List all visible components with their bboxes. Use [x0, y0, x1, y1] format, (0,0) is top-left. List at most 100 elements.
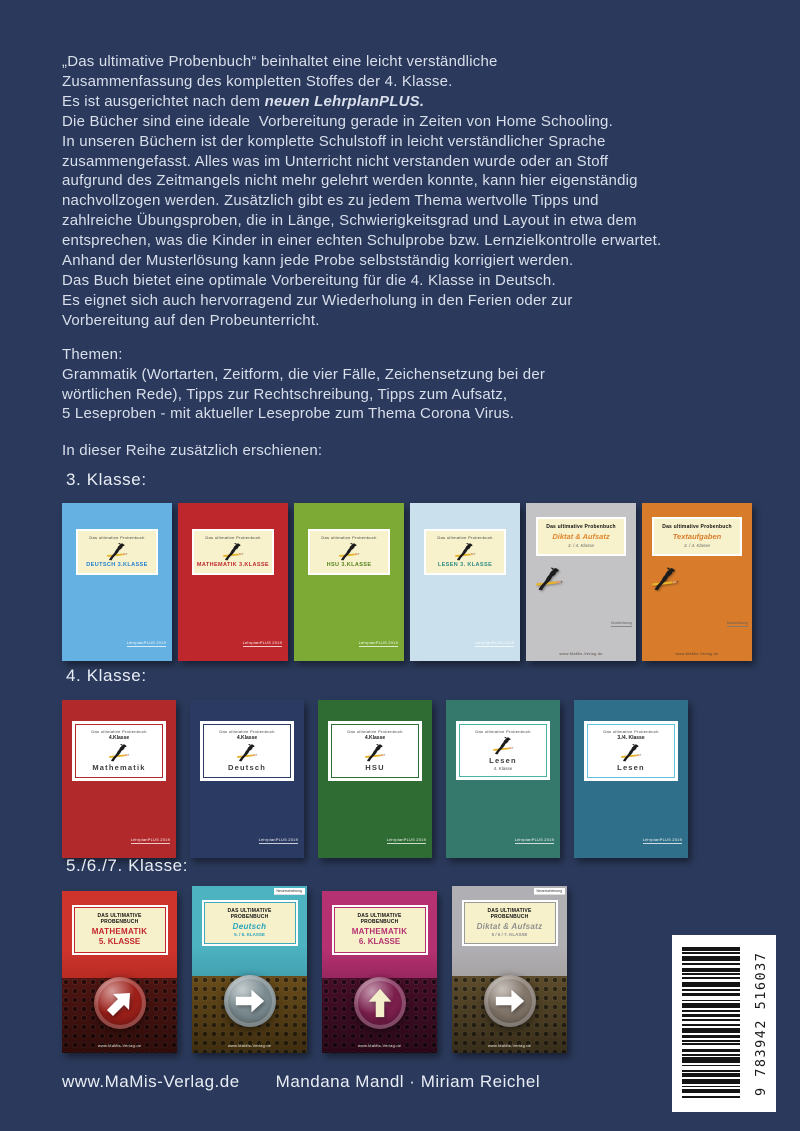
cover-class: 4. Klasse — [493, 766, 513, 771]
website-text: www.MaMis-Verlag.de — [487, 1043, 532, 1048]
barcode-bar — [682, 1013, 740, 1018]
barcode-bar — [682, 999, 740, 1002]
lehrplan-strip: LehrplanPLUS 2019 — [358, 640, 398, 647]
book-cover: DAS ULTIMATIVE PROBENBUCH MATHEMATIK 5. KL… — [62, 891, 177, 1053]
themen-line: wörtlichen Rede), Tipps zur Rechtschreib… — [62, 385, 508, 403]
cover-class: 5 / 6 / 7. KLASSE — [491, 932, 528, 937]
footer: www.MaMis-Verlag.de Mandana Mandl · Miri… — [62, 1072, 540, 1092]
intro-line-prefix: Es ist ausgerichtet nach dem — [62, 92, 265, 110]
series-title-text: Das ultimative Probenbuch — [347, 729, 403, 734]
horse-pencil-logo-icon — [234, 742, 260, 762]
book-cover: Das ultimative Probenbuch 4.Klasse Mathema… — [62, 700, 176, 858]
cover-label: Das ultimative Probenbuch DEUTSCH 3.KLASS… — [76, 529, 158, 575]
website-text: www.MaMis-Verlag.de — [559, 651, 603, 656]
barcode: 9 783942 516037 — [672, 935, 776, 1112]
series-title-text: Das ultimative Probenbuch — [662, 524, 732, 530]
book-cover: Das ultimative Probenbuch Diktat & Aufsat… — [526, 503, 636, 661]
cover-subject: Deutsch — [232, 922, 267, 931]
barcode-bar — [682, 1073, 740, 1077]
intro-line: Anhand der Musterlösung kann jede Probe … — [62, 252, 574, 270]
series-title-text: Das ultimative Probenbuch — [205, 535, 261, 540]
note-text: Musterlösung — [610, 621, 632, 627]
lehrplan-strip: LehrplanPLUS 2019 — [258, 837, 298, 844]
book-cover: Das ultimative Probenbuch 4.Klasse Deutsch… — [190, 700, 304, 858]
series-title-text: Das ultimative Probenbuch — [91, 729, 147, 734]
neuerscheinung-tag: Neuerscheinung — [533, 888, 565, 895]
cover-subject: MATHEMATIK 3.KLASSE — [196, 562, 270, 568]
barcode-bar — [682, 1057, 740, 1063]
barcode-bar — [682, 973, 740, 976]
lehrplan-strip: LehrplanPLUS 2019 — [126, 640, 166, 647]
barcode-bar — [682, 976, 740, 979]
lehrplan-strip: LehrplanPLUS 2019 — [514, 837, 554, 844]
website-text: www.MaMis-Verlag.de — [62, 1072, 240, 1091]
section-heading-klasse-567: 5./6./7. Klasse: — [66, 856, 189, 875]
book-cover: Das ultimative Probenbuch 4.Klasse HSU Lehr… — [318, 700, 432, 858]
barcode-bar — [682, 1027, 740, 1033]
cover-subject: HSU — [365, 763, 385, 772]
cover-subject: Diktat & Aufsatz — [552, 532, 610, 541]
barcode-bar — [682, 1085, 740, 1088]
cover-label: Das ultimative Probenbuch 4.Klasse Deutsch — [203, 724, 291, 778]
cover-subject: Diktat & Aufsatz — [476, 922, 543, 931]
intro-line: zusammengefasst. Alles was im Unterricht… — [62, 152, 609, 170]
barcode-bar — [682, 962, 740, 965]
cover-class: 3. / 4. Klasse — [567, 543, 594, 548]
website-text: www.MaMis-Verlag.de — [357, 1043, 402, 1048]
book-cover: DAS ULTIMATIVE PROBENBUCH Deutsch 5. / 6. … — [192, 886, 307, 1053]
website-text: www.MaMis-Verlag.de — [97, 1043, 142, 1048]
barcode-bars-icon — [682, 947, 740, 1100]
website-text: www.MaMis-Verlag.de — [675, 651, 719, 656]
barcode-bar — [682, 1064, 740, 1067]
barcode-bar — [682, 1078, 740, 1084]
cover-subject: Lesen — [617, 763, 645, 772]
intro-line: Zusammenfassung des kompletten Stoffes d… — [62, 72, 453, 90]
section-heading-klasse-3: 3. Klasse: — [66, 470, 147, 489]
book-cover: DAS ULTIMATIVE PROBENBUCH Diktat & Aufsat… — [452, 886, 567, 1053]
barcode-bar — [682, 1034, 740, 1039]
barcode-bar — [682, 1053, 740, 1056]
cover-class: 3./4. Klasse — [617, 735, 645, 741]
series-title-text: DAS ULTIMATIVE PROBENBUCH — [97, 913, 142, 925]
covers-row-klasse-567: DAS ULTIMATIVE PROBENBUCH MATHEMATIK 5. KL… — [62, 886, 567, 1053]
lehrplan-strip: LehrplanPLUS 2019 — [386, 837, 426, 844]
website-text: www.MaMis-Verlag.de — [227, 1043, 272, 1048]
series-title-text: DAS ULTIMATIVE PROBENBUCH — [487, 908, 532, 920]
barcode-bar — [682, 1048, 740, 1053]
horse-pencil-logo-icon — [452, 541, 478, 561]
arrow-badge — [353, 976, 406, 1029]
book-cover: Das ultimative Probenbuch 3./4. Klasse Les… — [574, 700, 688, 858]
cover-label: Das ultimative Probenbuch Diktat & Aufsat… — [536, 517, 626, 556]
horse-pencil-logo-icon — [648, 565, 682, 591]
cover-subject: MATHEMATIK — [91, 927, 148, 936]
arrow-icon — [363, 986, 397, 1020]
series-title-text: Das ultimative Probenbuch — [475, 729, 531, 734]
barcode-bar — [682, 989, 740, 991]
cover-subject: DEUTSCH 3.KLASSE — [86, 562, 148, 568]
series-title-text: DAS ULTIMATIVE PROBENBUCH — [357, 913, 402, 925]
cover-label: DAS ULTIMATIVE PROBENBUCH Diktat & Aufsat… — [463, 902, 556, 944]
arrow-badge — [93, 976, 146, 1029]
barcode-bar — [682, 1018, 740, 1021]
cover-subject: MATHEMATIK — [351, 927, 408, 936]
cover-label: Das ultimative Probenbuch 3./4. Klasse Les… — [587, 724, 675, 778]
horse-pencil-logo-icon — [104, 541, 130, 561]
arrow-icon — [103, 986, 137, 1020]
cover-label: Das ultimative Probenbuch LESEN 3. KLASSE — [424, 529, 506, 575]
horse-pencil-logo-icon — [336, 541, 362, 561]
isbn-number: 9 783942 516037 — [753, 951, 769, 1096]
themen-line: 5 Leseproben - mit aktueller Leseprobe z… — [62, 405, 515, 423]
barcode-bar — [682, 955, 740, 962]
cover-label: Das ultimative Probenbuch MATHEMATIK 3.KL… — [192, 529, 274, 575]
horse-pencil-logo-icon — [532, 565, 566, 591]
cover-class: 4.Klasse — [108, 735, 130, 741]
intro-line: nachvollzogen werden. Zusätzlich gibt es… — [62, 192, 599, 210]
horse-pencil-logo-icon — [490, 735, 516, 755]
barcode-bar — [682, 1089, 740, 1093]
book-cover: Das ultimative Probenbuch DEUTSCH 3.KLASS… — [62, 503, 172, 661]
barcode-bar — [682, 992, 740, 997]
series-title-text: Das ultimative Probenbuch — [437, 535, 493, 540]
section-heading-klasse-4: 4. Klasse: — [66, 666, 147, 685]
arrow-badge — [223, 974, 276, 1027]
cover-class: 6. KLASSE — [358, 937, 401, 946]
